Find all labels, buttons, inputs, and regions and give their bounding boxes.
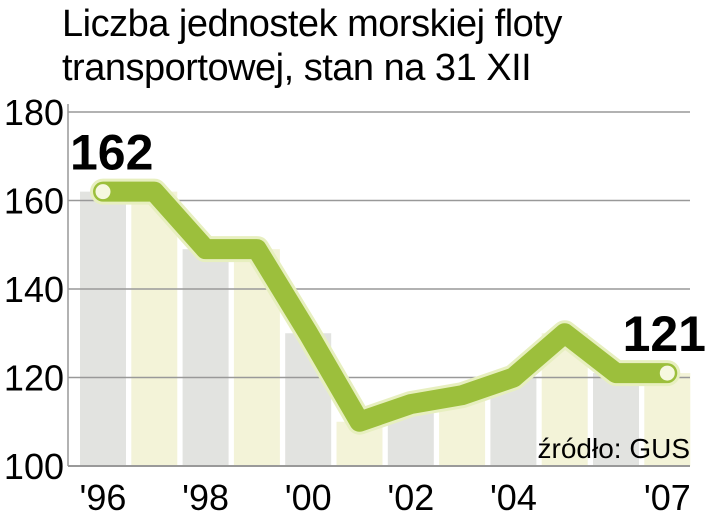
chart-title-line-2: transportowej, stan na 31 XII (62, 47, 532, 89)
y-tick-label-180: 180 (4, 92, 64, 133)
x-axis-ticks: '96 '98 '00 '02 '04 '07 (80, 477, 691, 518)
background-bars (80, 191, 691, 466)
x-tick-label-2007: '07 (644, 477, 691, 518)
x-tick-label-1998: '98 (182, 477, 229, 518)
bar-2007 (644, 373, 691, 466)
x-tick-label-2004: '04 (490, 477, 537, 518)
chart-title-line-1: Liczba jednostek morskiej floty (62, 3, 562, 45)
value-callouts: 162 121 (70, 125, 706, 383)
bar-1997 (131, 191, 178, 466)
x-tick-label-2002: '02 (387, 477, 434, 518)
marker-1996 (93, 182, 113, 202)
series-line (93, 181, 678, 432)
x-tick-label-1996: '96 (80, 477, 127, 518)
y-tick-label-100: 100 (4, 446, 64, 487)
y-axis-ticks: 100 120 140 160 180 (4, 92, 64, 487)
bar-2006 (593, 373, 639, 466)
data-label-1996: 162 (70, 125, 153, 181)
bar-1996 (80, 191, 126, 466)
bar-1998 (182, 249, 229, 466)
y-tick-label-160: 160 (4, 181, 64, 222)
source-label: źródło: GUS (538, 433, 691, 464)
y-tick-label-120: 120 (4, 358, 64, 399)
y-tick-label-140: 140 (4, 269, 64, 310)
marker-2007 (657, 363, 677, 383)
chart-title: Liczba jednostek morskiej floty transpor… (62, 2, 712, 90)
data-label-2007: 121 (623, 306, 706, 362)
x-tick-label-2000: '00 (285, 477, 332, 518)
series-line-group (90, 178, 681, 435)
